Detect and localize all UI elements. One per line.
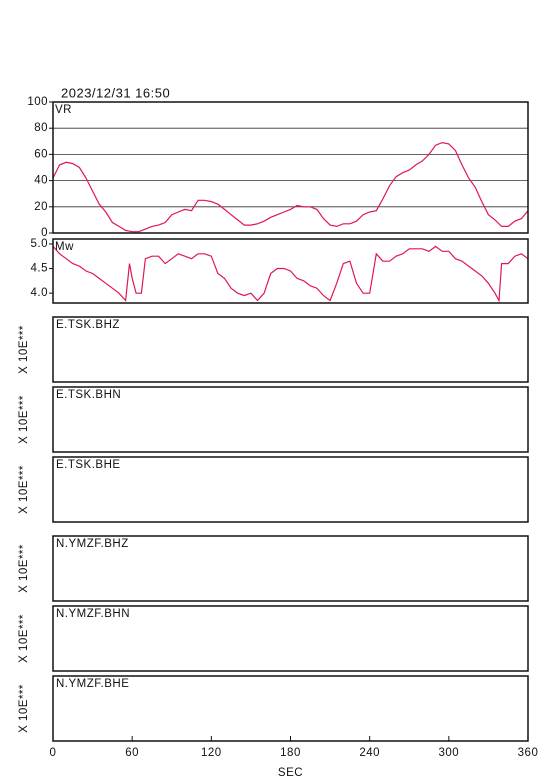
data-line	[52, 141, 529, 233]
trace-label: E.TSK.BHE	[56, 459, 121, 471]
scale-label: X 10E***	[18, 614, 30, 663]
scale-label: X 10E***	[18, 325, 30, 374]
y-tick-label: 5.0	[31, 238, 49, 250]
x-tick-label: 120	[201, 747, 222, 759]
y-tick-label: 80	[34, 122, 48, 134]
scale-label: X 10E***	[18, 465, 30, 514]
y-tick-label: 4.0	[31, 287, 49, 299]
chart-frame	[52, 101, 529, 234]
scale-label: X 10E***	[18, 544, 30, 593]
x-tick-label: 60	[125, 747, 139, 759]
y-tick-label: 100	[27, 96, 48, 108]
x-tick-label: 180	[280, 747, 301, 759]
scale-label: X 10E***	[18, 395, 30, 444]
y-tick-label: 0	[41, 227, 48, 239]
trace-label: E.TSK.BHZ	[56, 319, 120, 331]
x-tick-label: 0	[50, 747, 57, 759]
x-axis-label: SEC	[278, 767, 303, 779]
trace-label: N.YMZF.BHE	[56, 678, 129, 690]
title: 2023/12/31 16:50	[61, 85, 170, 100]
trace-panel	[52, 535, 529, 602]
chart-label: VR	[55, 104, 72, 116]
y-tick-label: 20	[34, 201, 48, 213]
y-tick-label: 40	[34, 175, 48, 187]
x-tick-label: 240	[359, 747, 380, 759]
x-tick-label: 360	[518, 747, 539, 759]
y-tick-label: 4.5	[31, 263, 49, 275]
chart-label: Mw	[55, 241, 74, 253]
data-line	[52, 245, 529, 303]
trace-panel	[52, 456, 529, 523]
trace-label: N.YMZF.BHZ	[56, 538, 129, 550]
trace-label: E.TSK.BHN	[56, 389, 121, 401]
trace-panel	[52, 605, 529, 672]
x-tick-label: 300	[438, 747, 459, 759]
y-tick-label: 60	[34, 148, 48, 160]
scale-label: X 10E***	[18, 684, 30, 733]
chart-frame	[52, 238, 529, 304]
trace-panel	[52, 386, 529, 453]
trace-panel	[52, 316, 529, 383]
trace-label: N.YMZF.BHN	[56, 608, 130, 620]
